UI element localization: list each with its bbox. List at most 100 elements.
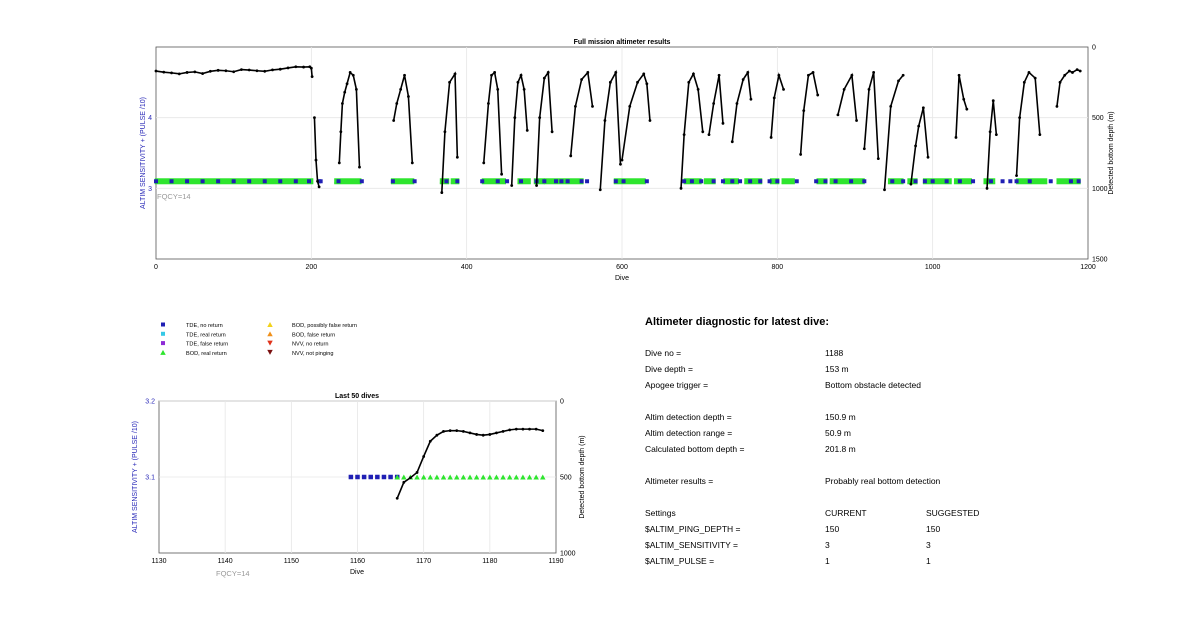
tde-no-return-marker	[1008, 179, 1013, 184]
diagnostic-label: Dive depth =	[645, 364, 693, 374]
depth-point	[302, 65, 305, 69]
depth-point	[692, 72, 695, 76]
depth-point	[598, 188, 602, 192]
tde-no-return-marker	[231, 179, 236, 184]
y-right-tick-label: 500	[1092, 115, 1104, 122]
tde-no-return-marker	[318, 179, 323, 184]
depth-point	[965, 107, 969, 111]
depth-point	[493, 71, 497, 74]
depth-point	[395, 496, 399, 500]
depth-point	[193, 70, 197, 74]
depth-point	[988, 130, 992, 134]
depth-point	[957, 73, 961, 77]
bod-real-return-marker	[506, 474, 513, 480]
full-mission-ylabel-left: ALTIM SENSITIVITY + (PULSE /10)	[140, 97, 147, 209]
depth-point	[914, 144, 917, 148]
tde-no-return-marker	[355, 474, 360, 480]
depth-point	[1071, 71, 1074, 74]
depth-point	[407, 95, 410, 98]
setting-name: $ALTIM_SENSITIVITY =	[645, 540, 738, 550]
bod-real-return-marker	[460, 474, 467, 480]
bod-real-return-marker	[1043, 179, 1048, 184]
depth-point	[1018, 116, 1022, 120]
bod-real-return-marker	[640, 179, 646, 184]
depth-point	[170, 71, 173, 75]
bod-real-return-marker	[401, 474, 407, 480]
depth-point	[286, 66, 290, 70]
bod-real-return-marker	[533, 474, 539, 480]
bod-real-return-marker	[493, 474, 500, 480]
diagnostic-value: 153 m	[825, 364, 849, 374]
tde-no-return-marker	[185, 179, 190, 184]
legend-label: NVV, no return	[292, 342, 329, 348]
diagnostic-value: 201.8 m	[825, 444, 856, 454]
depth-point	[443, 130, 447, 134]
y-left-tick-label: 3.1	[145, 475, 155, 482]
depth-point	[994, 133, 998, 137]
tde-no-return-marker	[336, 179, 341, 184]
tde-no-return-marker	[944, 179, 949, 184]
depth-point	[1015, 174, 1018, 178]
tde-no-return-marker	[971, 179, 976, 184]
last-50-ylabel-right: Detected bottom depth (m)	[579, 435, 586, 518]
depth-point	[687, 80, 691, 84]
y-right-tick-label: 1000	[1092, 186, 1108, 193]
depth-curve	[680, 71, 704, 189]
legend-marker	[267, 331, 273, 337]
y-right-tick-label: 1000	[560, 551, 576, 558]
depth-point	[746, 71, 750, 74]
full-mission-depth-lines	[154, 65, 1082, 194]
depth-point	[799, 153, 803, 156]
bod-real-return-marker	[524, 179, 530, 184]
bod-real-return-marker	[427, 474, 434, 480]
depth-point	[1038, 133, 1042, 137]
x-tick-label: 1170	[416, 558, 431, 565]
tde-no-return-marker	[682, 179, 687, 184]
depth-curve	[883, 74, 904, 190]
legend-label: BOD, possibly false return	[292, 323, 357, 329]
x-tick-label: 600	[616, 264, 628, 271]
depth-point	[162, 70, 166, 74]
full-mission-chart: 0 200 400 600 800 1000 1200 3 4 0 500 1000 1500 Full…	[140, 39, 1115, 282]
tde-no-return-marker	[359, 179, 364, 184]
tde-no-return-marker	[1027, 179, 1032, 184]
depth-point	[490, 73, 493, 77]
tde-no-return-marker	[901, 179, 906, 184]
depth-point	[1033, 76, 1037, 80]
depth-point	[862, 147, 866, 151]
depth-curve	[708, 75, 724, 135]
bod-real-return-marker	[526, 474, 533, 480]
x-tick-label: 1190	[548, 558, 563, 565]
depth-point	[1055, 104, 1059, 108]
tde-no-return-marker	[200, 179, 205, 184]
last-50-depth-line	[395, 427, 545, 500]
depth-point	[541, 429, 545, 433]
tde-no-return-marker	[542, 179, 547, 184]
setting-suggested: 3	[926, 540, 931, 550]
depth-point	[1063, 73, 1067, 77]
depth-point	[550, 130, 554, 134]
depth-point	[343, 90, 347, 94]
depth-point	[409, 476, 412, 480]
tde-no-return-marker	[169, 179, 174, 184]
depth-point	[883, 188, 886, 192]
depth-point	[901, 73, 905, 77]
bod-real-return-marker	[500, 179, 506, 184]
depth-point	[310, 75, 314, 79]
depth-point	[917, 124, 921, 128]
depth-point	[495, 431, 498, 435]
tde-no-return-marker	[368, 474, 373, 480]
last-50-marks	[348, 474, 546, 480]
tde-no-return-marker	[390, 179, 395, 184]
x-tick-label: 800	[771, 264, 783, 271]
depth-point	[510, 184, 514, 187]
tde-no-return-marker	[758, 179, 763, 184]
tde-no-return-marker	[730, 179, 735, 184]
legend-marker	[161, 322, 165, 327]
tde-no-return-marker	[849, 179, 854, 184]
tde-no-return-marker	[922, 179, 927, 184]
depth-point	[224, 69, 228, 73]
tde-no-return-marker	[689, 179, 694, 184]
x-tick-label: 1150	[284, 558, 299, 565]
depth-point	[247, 68, 251, 72]
